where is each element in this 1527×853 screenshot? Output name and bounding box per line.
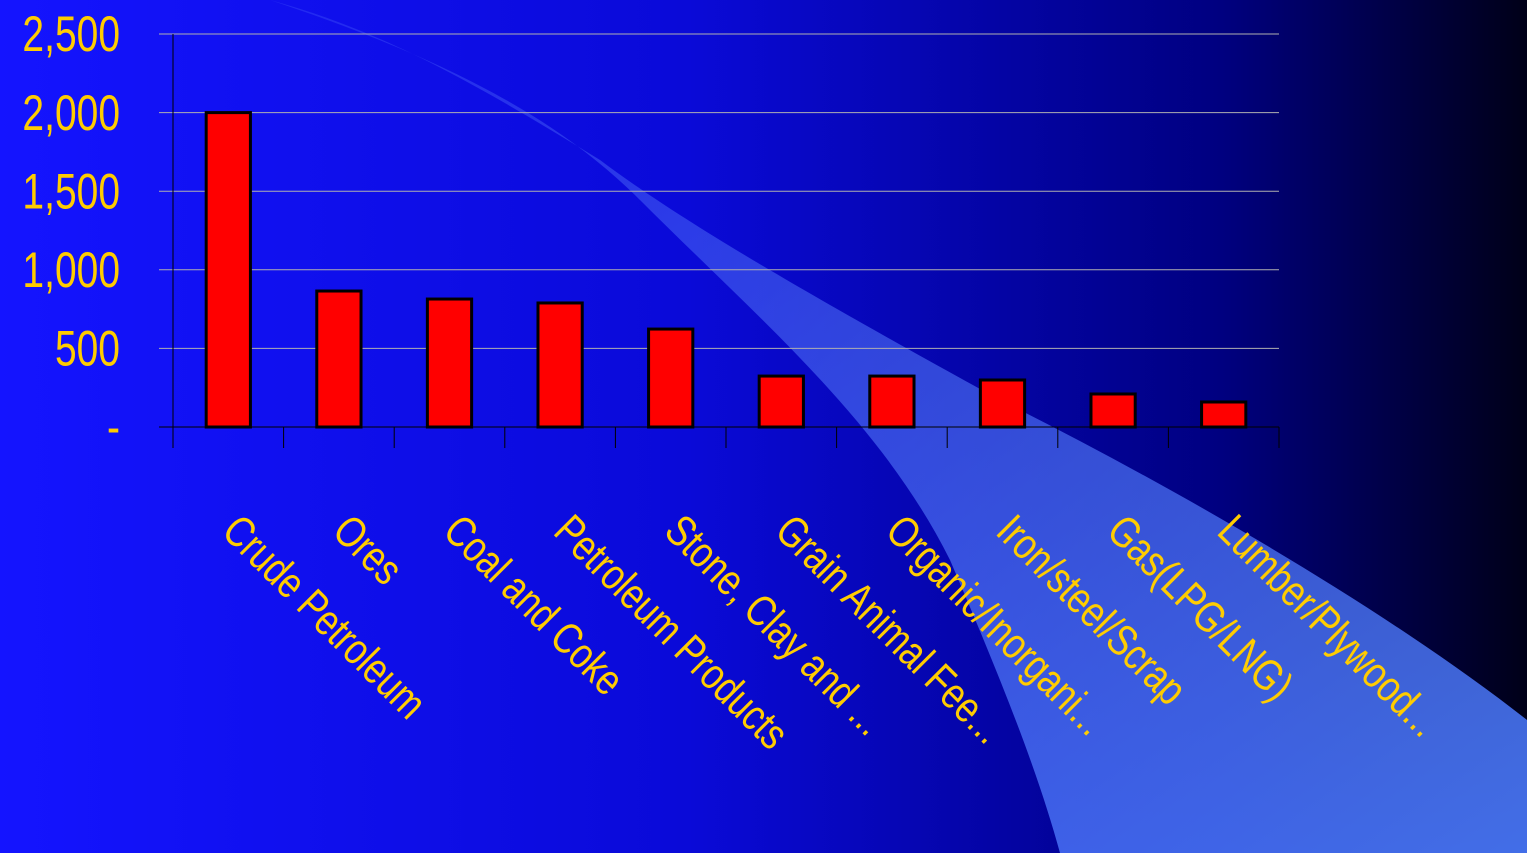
y-tick-label: 2,500 bbox=[22, 5, 120, 62]
y-tick-label: 2,000 bbox=[22, 84, 120, 141]
y-tick-label: - bbox=[107, 398, 120, 455]
bar bbox=[204, 111, 252, 429]
bar bbox=[978, 378, 1027, 429]
bar bbox=[757, 374, 805, 429]
bar bbox=[315, 289, 363, 429]
bar bbox=[1200, 400, 1248, 429]
bar bbox=[1089, 392, 1137, 429]
bar bbox=[425, 297, 474, 429]
y-tick-label: 1,000 bbox=[22, 241, 120, 298]
bar bbox=[647, 327, 695, 429]
bar bbox=[868, 374, 916, 429]
y-tick-label: 1,500 bbox=[22, 163, 120, 220]
y-tick-label: 500 bbox=[55, 320, 120, 377]
bar bbox=[536, 301, 584, 429]
